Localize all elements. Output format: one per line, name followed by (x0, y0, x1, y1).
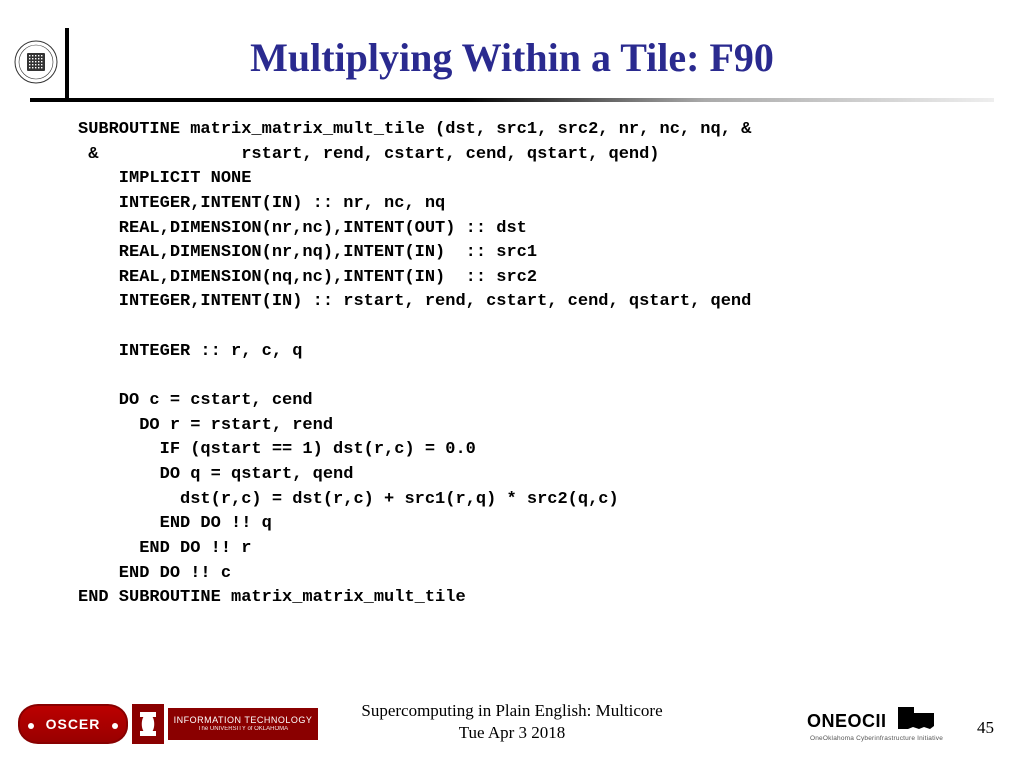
oneocii-text: ONEOCII (807, 711, 887, 732)
footer-logos-right: ONEOCII OneOklahoma Cyberinfrastructure … (799, 705, 954, 742)
oneocii-subtitle: OneOklahoma Cyberinfrastructure Initiati… (799, 735, 954, 742)
slide: Multiplying Within a Tile: F90 SUBROUTIN… (0, 0, 1024, 768)
oneocii-logo: ONEOCII OneOklahoma Cyberinfrastructure … (799, 705, 954, 742)
code-listing: SUBROUTINE matrix_matrix_mult_tile (dst,… (78, 118, 751, 611)
footer: OSCER INFORMATION TECHNOLOGY The UNIVERS… (0, 695, 1024, 750)
oneocii-top: ONEOCII (799, 705, 954, 735)
page-number: 45 (977, 718, 994, 738)
slide-title: Multiplying Within a Tile: F90 (0, 34, 1024, 81)
divider-horizontal (30, 98, 994, 102)
oklahoma-shape-icon (896, 705, 936, 731)
